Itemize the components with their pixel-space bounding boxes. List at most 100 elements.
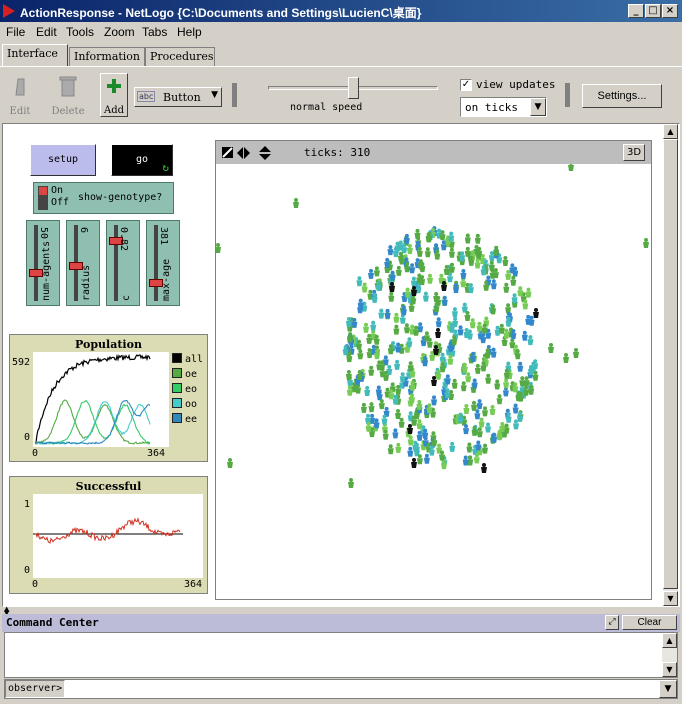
turtle-agent <box>474 258 481 269</box>
turtle-agent <box>378 399 385 410</box>
menu-file[interactable]: File <box>6 25 26 39</box>
scroll-thumb[interactable] <box>663 139 678 589</box>
turtle-agent <box>439 450 445 461</box>
turtle-agent <box>411 458 417 468</box>
menu-tools[interactable]: Tools <box>66 25 95 39</box>
turtle-agent <box>510 275 517 286</box>
slider-thumb[interactable] <box>69 262 83 271</box>
setup-button[interactable]: setup <box>30 144 96 176</box>
turtle-agent <box>528 365 534 375</box>
turtle-agent <box>373 266 380 277</box>
plus-icon <box>107 79 121 93</box>
button-widget-icon: abc <box>137 91 156 102</box>
close-button[interactable]: × <box>662 4 678 18</box>
turtle-agent <box>563 353 569 363</box>
plot-title: Population <box>75 338 142 351</box>
update-mode-dropdown[interactable]: on ticks ▼ <box>460 97 547 117</box>
show-genotype-switch[interactable]: On Off show-genotype? <box>33 182 174 214</box>
turtle-agent <box>426 403 433 414</box>
turtle-agent <box>468 255 475 266</box>
output-scrollbar[interactable]: ▲ ▼ <box>662 633 677 677</box>
turtle-agent <box>399 372 406 383</box>
view-updates-checkbox[interactable]: ✓ <box>460 79 472 91</box>
turtle-agent <box>407 361 414 372</box>
turtle-agent <box>387 344 394 355</box>
scroll-down-icon[interactable]: ▼ <box>662 662 677 677</box>
menu-bar: File Edit Tools Zoom Tabs Help <box>0 22 682 42</box>
slider-thumb[interactable] <box>29 269 43 278</box>
x-min-label: 0 <box>32 448 39 459</box>
tab-procedures[interactable]: Procedures <box>145 47 215 66</box>
y-max-label: 592 <box>12 357 31 368</box>
menu-zoom[interactable]: Zoom <box>104 25 135 39</box>
turtle-agent <box>435 328 441 338</box>
world-view[interactable]: ticks: 310 3D <box>215 140 652 600</box>
delete-button[interactable]: Delete <box>48 73 88 117</box>
slider-thumb[interactable] <box>109 237 123 246</box>
speed-slider-thumb[interactable] <box>348 77 359 99</box>
legend-swatch <box>172 413 182 423</box>
turtle-agent <box>464 233 471 244</box>
menu-edit[interactable]: Edit <box>36 25 57 39</box>
agent-selector[interactable]: observer> <box>5 680 65 698</box>
scroll-up-icon[interactable]: ▲ <box>663 124 678 139</box>
scroll-down-icon[interactable]: ▼ <box>663 591 678 606</box>
turtle-agent <box>467 283 474 294</box>
turtle-agent <box>392 394 399 405</box>
turtle-agent <box>494 379 501 390</box>
c-slider[interactable]: c 0.82 <box>106 220 140 306</box>
series-all-line <box>34 353 151 444</box>
clear-button[interactable]: Clear <box>622 615 677 630</box>
expand-icon[interactable]: ⤢ <box>605 615 619 630</box>
ticks-counter: ticks: 310 <box>304 146 371 159</box>
pencil-icon <box>15 78 25 96</box>
menu-tabs[interactable]: Tabs <box>142 25 168 39</box>
turtle-agent <box>409 393 415 404</box>
minimize-button[interactable]: _ <box>628 4 644 18</box>
command-input-row: observer> ▼ <box>4 679 678 699</box>
splitter-arrows-icon[interactable]: ▲ ▼ <box>4 605 10 617</box>
add-button[interactable]: Add <box>100 73 128 117</box>
switch-track <box>38 186 48 210</box>
interface-scrollbar[interactable]: ▲ ▼ <box>663 124 678 606</box>
turtle-agent <box>488 260 495 271</box>
up-down-arrows-icon[interactable] <box>259 146 271 160</box>
x-min-label: 0 <box>32 579 39 590</box>
tab-information[interactable]: Information <box>69 47 145 66</box>
settings-button[interactable]: Settings... <box>582 84 662 108</box>
command-input[interactable] <box>65 682 659 696</box>
command-center-header: Command Center ⤢ Clear <box>2 614 680 632</box>
turtle-agent <box>521 330 528 341</box>
turtle-agent <box>414 228 421 239</box>
turtle-agent <box>512 403 519 414</box>
turtle-agent <box>498 323 505 334</box>
turtle-agent <box>443 265 450 275</box>
3d-button[interactable]: 3D <box>623 144 645 161</box>
widget-type-dropdown[interactable]: abc Button ▼ <box>134 87 222 107</box>
go-button[interactable]: go ↻ <box>111 144 173 176</box>
tab-interface[interactable]: Interface <box>2 44 68 66</box>
edit-button[interactable]: Edit <box>5 73 35 117</box>
turtle-agent <box>342 345 349 356</box>
chevron-down-icon[interactable]: ▼ <box>659 680 677 698</box>
radius-slider[interactable]: radius 6 <box>66 220 100 306</box>
turtle-agent <box>480 361 487 372</box>
zoom-icon[interactable] <box>222 147 233 158</box>
turtle-agent <box>431 395 437 406</box>
menu-help[interactable]: Help <box>177 25 202 39</box>
turtle-agent <box>463 404 470 414</box>
turtle-agent <box>384 308 391 319</box>
scroll-up-icon[interactable]: ▲ <box>662 633 677 648</box>
turtle-agent <box>368 268 374 279</box>
turtle-agent <box>522 299 529 310</box>
turtle-agent <box>387 444 394 455</box>
legend-oo: oo <box>172 398 197 410</box>
command-output[interactable]: ▲ ▼ <box>4 632 678 678</box>
slider-thumb[interactable] <box>149 279 163 288</box>
turtle-agent <box>366 333 373 344</box>
left-right-arrows-icon[interactable] <box>237 147 250 159</box>
max-age-slider[interactable]: max-age 381 <box>146 220 180 306</box>
turtle-agent <box>356 370 363 380</box>
num-agents-slider[interactable]: num-agents 50 <box>26 220 60 306</box>
maximize-button[interactable]: □ <box>645 4 661 18</box>
